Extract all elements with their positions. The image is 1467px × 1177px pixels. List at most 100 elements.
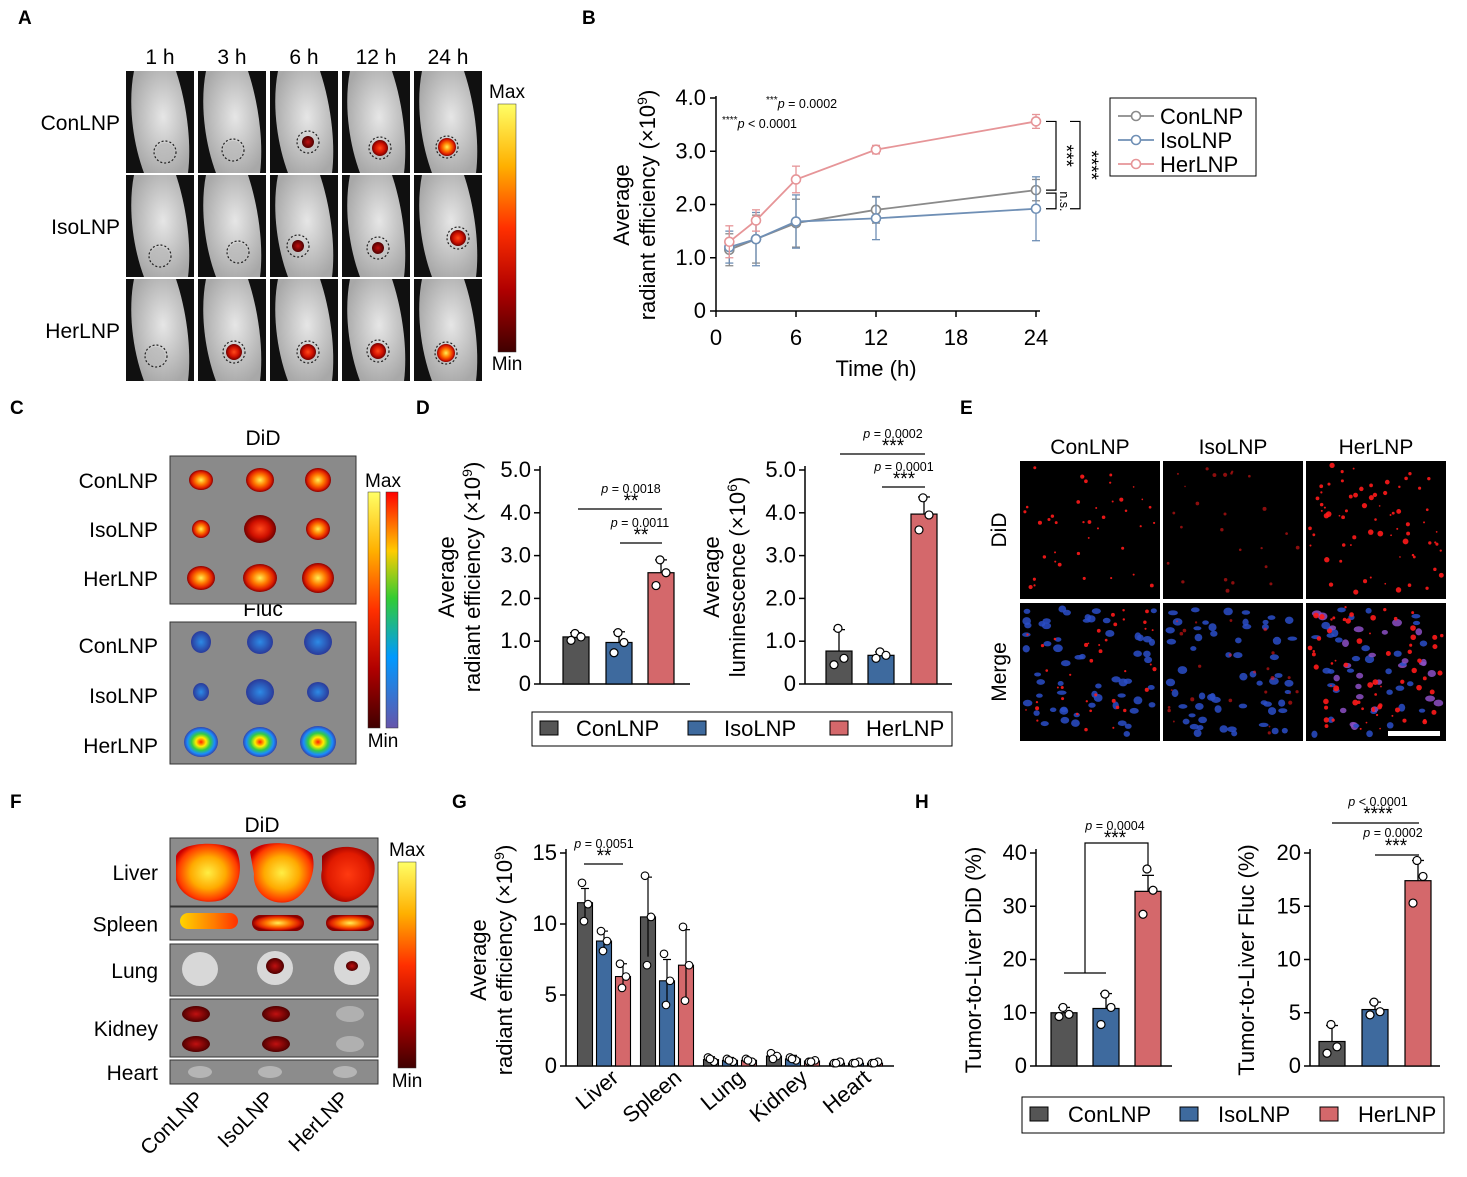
sig-bracket [1046,120,1057,191]
nucleus [1419,640,1428,647]
row-label: IsoLNP [89,685,158,708]
bar-IsoLNP-Liver [595,940,613,1067]
did-signal [1405,522,1410,527]
did-signal [1425,508,1429,512]
bar-IsoLNP [1361,1008,1389,1067]
nucleus [1238,703,1248,709]
tumor-fluc-signal [300,726,336,758]
data-point [1138,909,1148,919]
did-signal [1032,577,1036,581]
data-point [869,1058,879,1068]
nucleus [1326,633,1335,638]
mouse-body [419,279,478,381]
roi-circle [286,234,310,258]
did-signal [1087,520,1092,524]
nucleus [1415,628,1423,636]
nucleus [1256,680,1263,686]
nucleus [1274,673,1283,678]
nucleus [1168,610,1178,616]
did-signal [1425,586,1429,590]
did-signal [1119,497,1124,502]
did-signal [1324,557,1330,563]
nucleus [1337,607,1346,613]
group-label: IsoLNP [214,1087,279,1152]
nucleus [1261,624,1269,631]
data-point [1375,1007,1385,1017]
nucleus [1427,669,1436,678]
scale-min-label: Min [492,354,523,375]
nucleus [1284,679,1294,687]
time-label: 3 h [217,46,246,69]
mouse-body [275,175,334,277]
did-signal [1060,686,1064,690]
did-signal [1434,541,1437,544]
did-signal [1429,689,1435,695]
nucleus [1148,702,1156,708]
data-point [684,960,694,970]
data-point [1106,1002,1116,1013]
y-axis-title-line2: radiant efficiency (×109) [634,90,660,321]
did-signal [1288,700,1293,705]
did-signal [1340,470,1344,474]
data-point [914,525,924,535]
did-signal [1342,617,1347,622]
nucleus [1341,639,1350,647]
nucleus [1091,608,1101,614]
did-signal [1327,482,1331,486]
did-signal [1084,479,1088,484]
nucleus [1385,668,1392,675]
kidney-signal [336,1036,364,1052]
data-point [1142,864,1152,874]
did-signal [1228,698,1233,703]
did-signal [1109,481,1112,484]
p-value-label: p = 0.0001 [873,460,933,474]
row-label-text: Merge [988,642,1011,702]
did-signal [1323,698,1329,705]
data-point [871,653,881,663]
did-signal [1349,612,1354,617]
did-signal [1422,719,1428,725]
nucleus [1258,722,1269,728]
did-signal [1359,727,1362,730]
did-signal [1152,667,1157,672]
nucleus [1278,699,1286,707]
did-signal [1319,484,1324,489]
did-signal [1263,627,1267,632]
nucleus [1419,661,1427,666]
legend-marker [1130,110,1142,122]
did-signal [1319,502,1324,507]
nucleus [1134,632,1142,641]
legend-label: ConLNP [1160,104,1243,129]
kidney-signal [262,1006,290,1022]
y-tick-label: 0 [545,1053,557,1078]
did-signal [1205,467,1209,471]
did-signal [1369,576,1372,579]
mouse-image [414,71,482,173]
data-point [1322,1048,1332,1058]
nucleus [1311,730,1318,738]
y-tick-label: 4.0 [500,500,531,525]
liver-signal [321,846,375,902]
did-signal [1087,536,1090,539]
data-point [596,926,606,936]
did-signal [1329,462,1335,469]
nucleus [1165,678,1176,687]
data-point [619,637,629,648]
nucleus [1381,629,1388,635]
y-axis-title-line2: radiant efficiency (×109) [459,462,485,693]
sig-label: **** [1080,150,1101,180]
sig-ns: n.s. [1057,191,1071,211]
did-signal [1220,527,1224,532]
legend-swatch [829,720,849,736]
panel-letter-c: C [10,398,24,419]
nucleus [1118,678,1128,687]
y-tick-label: 20 [1277,840,1301,865]
did-signal [1343,662,1349,668]
did-signal [1432,644,1438,650]
nucleus [1239,672,1248,681]
did-signal [1248,474,1251,478]
did-signal [1412,555,1416,559]
nucleus [1322,667,1332,674]
nucleus [1433,699,1444,707]
